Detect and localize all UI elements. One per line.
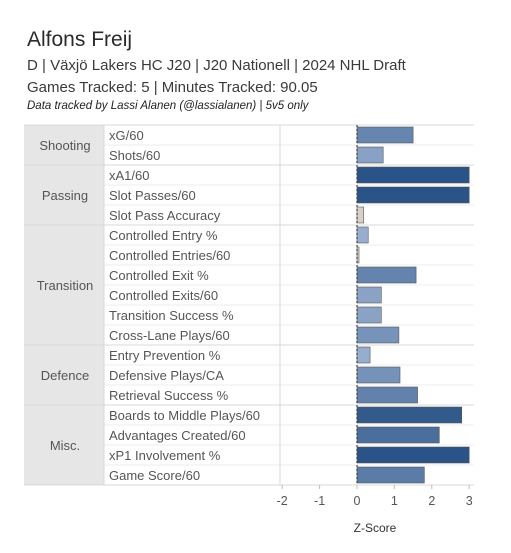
metric-label: Controlled Entry % xyxy=(109,228,218,243)
metric-label: Slot Pass Accuracy xyxy=(109,208,221,223)
data-credit-note: Data tracked by Lassi Alanen (@lassialan… xyxy=(27,100,309,112)
x-tick-label: 0 xyxy=(354,494,361,508)
metric-bar xyxy=(356,206,365,224)
metric-label: Transition Success % xyxy=(109,308,234,323)
group-background xyxy=(24,125,104,165)
group-background xyxy=(24,405,104,485)
group-label: Misc. xyxy=(50,438,80,453)
x-tick-label: -2 xyxy=(277,494,288,508)
metric-label: Slot Passes/60 xyxy=(109,188,196,203)
metric-label: Controlled Entries/60 xyxy=(109,248,230,263)
metric-label: Entry Prevention % xyxy=(109,348,221,363)
group-label: Passing xyxy=(42,188,88,203)
x-tick-label: -1 xyxy=(314,494,325,508)
metric-label: Controlled Exit % xyxy=(109,268,209,283)
x-axis-title: Z-Score xyxy=(354,521,397,535)
metric-bar xyxy=(356,266,417,284)
metric-bar xyxy=(356,346,371,364)
group-background xyxy=(24,345,104,405)
metric-bar xyxy=(356,146,384,164)
metric-label: xP1 Involvement % xyxy=(109,448,221,463)
metric-label: xA1/60 xyxy=(109,168,149,183)
metric-bar xyxy=(356,186,470,204)
group-background xyxy=(24,165,104,225)
group-label: Transition xyxy=(37,278,94,293)
metric-label: Controlled Exits/60 xyxy=(109,288,218,303)
metric-label: Cross-Lane Plays/60 xyxy=(109,328,230,343)
metric-bar xyxy=(356,446,470,464)
metric-bar xyxy=(356,366,401,384)
metric-label: Advantages Created/60 xyxy=(109,428,246,443)
metric-label: Boards to Middle Plays/60 xyxy=(109,408,260,423)
metric-bar xyxy=(356,126,414,144)
player-name-title: Alfons Freij xyxy=(27,28,133,51)
metric-bar xyxy=(356,406,463,424)
tracking-summary-subtitle: Games Tracked: 5 | Minutes Tracked: 90.0… xyxy=(27,79,318,96)
metric-bar xyxy=(356,326,400,344)
metric-bar xyxy=(356,286,382,304)
x-tick-label: 1 xyxy=(391,494,398,508)
metric-bar xyxy=(356,226,369,244)
metric-bar xyxy=(356,466,425,484)
metric-label: Retrieval Success % xyxy=(109,388,229,403)
metric-bar xyxy=(356,386,418,404)
metric-label: xG/60 xyxy=(109,128,144,143)
x-tick-label: 2 xyxy=(428,494,435,508)
metric-label: Game Score/60 xyxy=(109,468,200,483)
x-tick-label: 3 xyxy=(466,494,473,508)
metric-bar xyxy=(356,166,470,184)
metric-bar xyxy=(356,306,382,324)
group-label: Shooting xyxy=(39,138,90,153)
group-label: Defence xyxy=(41,368,89,383)
player-info-subtitle: D | Växjö Lakers HC J20 | J20 Nationell … xyxy=(27,57,406,74)
group-background xyxy=(24,225,104,345)
metric-label: Shots/60 xyxy=(109,148,160,163)
metric-bar xyxy=(356,426,440,444)
metric-label: Defensive Plays/CA xyxy=(109,368,224,383)
